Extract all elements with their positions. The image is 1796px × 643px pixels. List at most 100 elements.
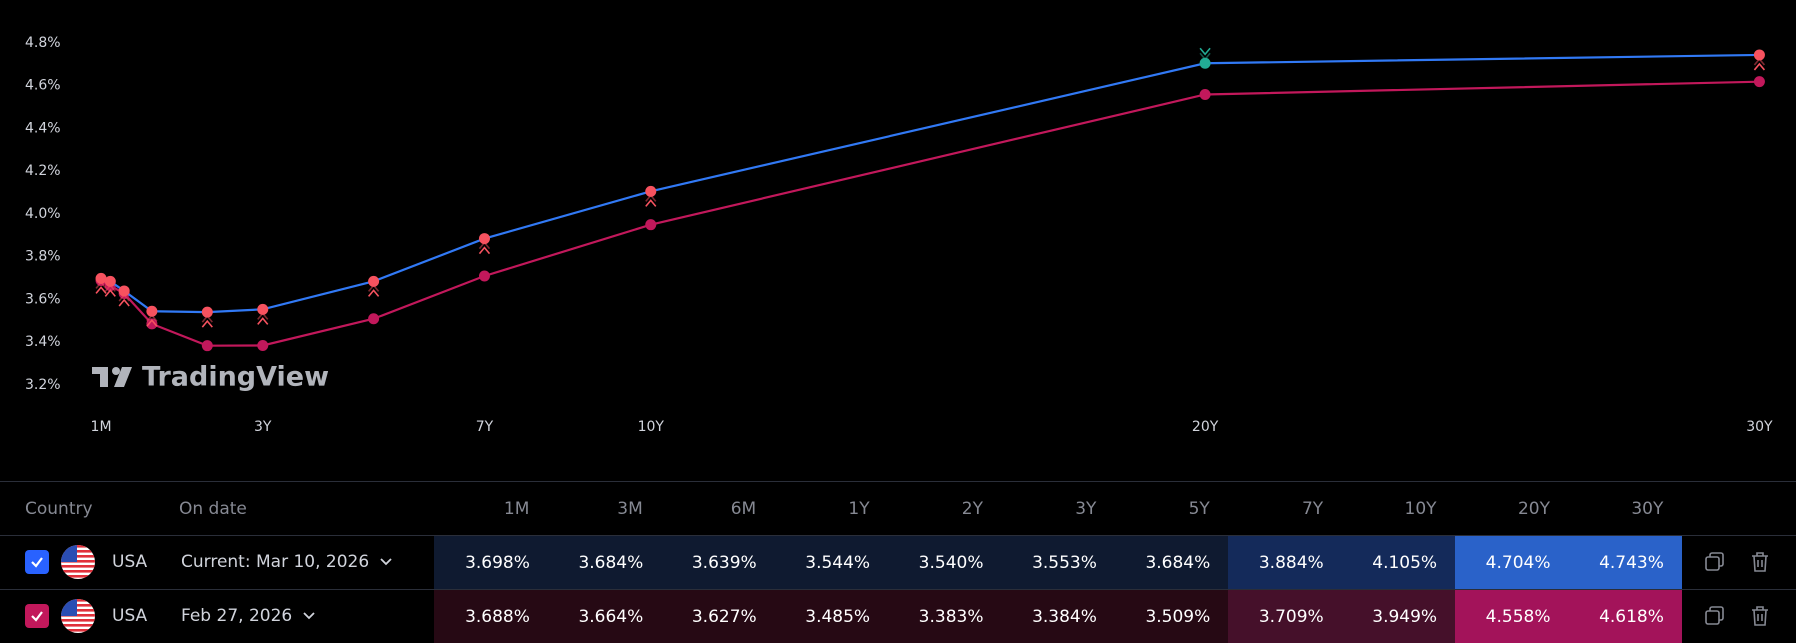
value-cell: 4.105% bbox=[1341, 536, 1456, 589]
change-arrow bbox=[645, 194, 657, 202]
point bbox=[645, 185, 657, 197]
change-arrow bbox=[367, 289, 380, 297]
change-arrow bbox=[146, 314, 158, 322]
point bbox=[201, 306, 213, 318]
value-cell: 3.383% bbox=[887, 590, 1002, 643]
chart: TradingView 3.2% 3.4% 3.6% 3.8% 4.0% 4.2% 4.4%… bbox=[25, 35, 1773, 435]
header-cell: 3M bbox=[617, 498, 643, 519]
change-arrow bbox=[478, 246, 491, 255]
point bbox=[1199, 57, 1211, 69]
value-cell: 3.544% bbox=[774, 536, 889, 589]
delete-button[interactable] bbox=[1748, 550, 1772, 574]
change-arrow bbox=[367, 284, 380, 292]
change-arrow bbox=[257, 312, 269, 320]
change-arrow bbox=[1753, 62, 1766, 71]
point bbox=[146, 318, 158, 330]
flag bbox=[61, 545, 95, 579]
value-cell: 3.384% bbox=[1001, 590, 1115, 643]
chevron bbox=[303, 612, 315, 620]
header-cell: 1M bbox=[503, 498, 530, 519]
x-tick-label: 30Y bbox=[1746, 419, 1773, 435]
change-arrow bbox=[118, 298, 130, 307]
header-cell: 3Y bbox=[1075, 498, 1097, 519]
logo-part bbox=[112, 367, 120, 375]
point bbox=[1753, 76, 1765, 88]
table: Country On date 1M 3M 6M 1Y 2Y 3Y 5Y 7Y 10Y 20Y 30Y U… bbox=[0, 482, 1796, 643]
header-cell: 1Y bbox=[848, 498, 870, 519]
change-arrow bbox=[201, 319, 213, 328]
copy-button[interactable] bbox=[1703, 604, 1727, 628]
value-cell: 3.553% bbox=[1001, 536, 1115, 589]
change-arrow bbox=[645, 199, 657, 207]
header-cell: 30Y bbox=[1631, 498, 1664, 519]
checkbox[interactable] bbox=[25, 550, 49, 574]
point bbox=[478, 233, 490, 245]
flag bbox=[61, 599, 95, 633]
copy-button[interactable] bbox=[1703, 550, 1727, 574]
value-cell: 4.743% bbox=[1568, 536, 1682, 589]
change-arrow bbox=[95, 286, 107, 294]
value-cell: 4.558% bbox=[1454, 590, 1569, 643]
copy-icon bbox=[1705, 606, 1724, 625]
header-cell: 7Y bbox=[1301, 498, 1324, 519]
change-arrow bbox=[104, 289, 116, 297]
y-tick-label: 4.2% bbox=[25, 163, 61, 179]
delete-button[interactable] bbox=[1748, 604, 1772, 628]
header-cell: 10Y bbox=[1404, 498, 1437, 519]
value-cell: 3.509% bbox=[1114, 590, 1229, 643]
logo-part bbox=[100, 367, 108, 387]
point bbox=[368, 275, 380, 287]
logo-part bbox=[114, 367, 132, 387]
date-picker[interactable]: Feb 27, 2026 bbox=[181, 589, 322, 643]
y-tick-label: 3.6% bbox=[25, 291, 61, 307]
date-picker[interactable]: Current: Mar 10, 2026 bbox=[181, 535, 399, 589]
value-cell: 3.684% bbox=[1114, 536, 1229, 589]
change-arrow bbox=[478, 241, 491, 250]
row-border bbox=[0, 589, 1796, 590]
value-cell: 3.540% bbox=[887, 536, 1002, 589]
y-tick-label: 4.4% bbox=[25, 120, 61, 136]
trash-icon bbox=[1752, 552, 1768, 572]
trash-icon bbox=[1752, 606, 1768, 626]
check-icon bbox=[31, 557, 43, 568]
x-tick-label: 20Y bbox=[1192, 419, 1219, 435]
row-border bbox=[0, 535, 1796, 536]
change-arrow bbox=[118, 293, 130, 302]
header-cell: 20Y bbox=[1517, 498, 1550, 519]
header-cell: Country bbox=[25, 498, 93, 519]
point bbox=[118, 285, 130, 297]
y-tick-label: 4.6% bbox=[25, 78, 61, 94]
copy-icon bbox=[1705, 552, 1724, 571]
change-arrow bbox=[95, 281, 107, 289]
value-cell: 3.639% bbox=[660, 536, 775, 589]
header-cell: 2Y bbox=[961, 498, 983, 519]
value-cell: 3.627% bbox=[660, 590, 775, 643]
change-arrow bbox=[104, 284, 116, 292]
chevron bbox=[380, 558, 392, 566]
value-cell: 3.688% bbox=[434, 590, 548, 643]
change-arrow bbox=[1199, 52, 1211, 61]
x-tick-label: 1M bbox=[91, 419, 112, 435]
y-tick-label: 4.0% bbox=[25, 206, 61, 222]
change-arrow bbox=[257, 317, 269, 325]
checkbox[interactable] bbox=[25, 604, 49, 628]
x-tick-label: 10Y bbox=[638, 419, 665, 435]
value-cell: 4.704% bbox=[1454, 536, 1569, 589]
point bbox=[645, 219, 657, 231]
value-cell: 3.949% bbox=[1341, 590, 1456, 643]
change-arrow bbox=[1753, 57, 1766, 66]
check-icon bbox=[31, 611, 43, 622]
header-cell: 6M bbox=[730, 498, 757, 519]
point bbox=[146, 305, 158, 317]
value-cell: 3.684% bbox=[547, 536, 662, 589]
header-cell: On date bbox=[179, 498, 247, 519]
point bbox=[257, 339, 269, 351]
y-tick-label: 4.8% bbox=[25, 35, 61, 51]
point bbox=[201, 340, 213, 352]
x-tick-label: 7Y bbox=[476, 419, 494, 435]
x-tick-label: 3Y bbox=[254, 419, 272, 435]
point bbox=[368, 313, 380, 325]
watermark-text: TradingView bbox=[142, 362, 329, 393]
value-cell: 3.485% bbox=[774, 590, 889, 643]
